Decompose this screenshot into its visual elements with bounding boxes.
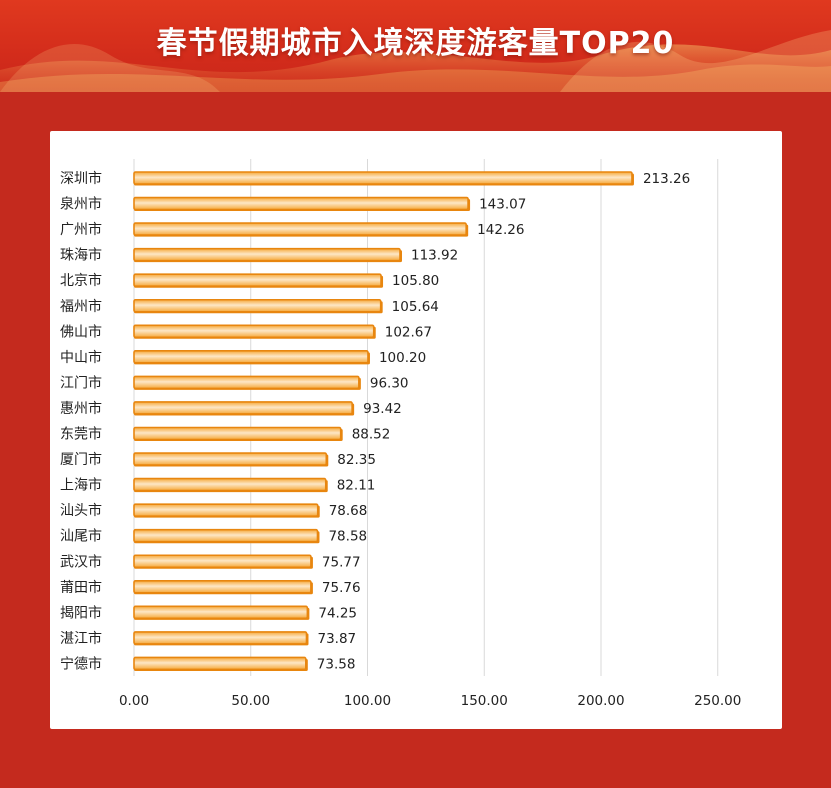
value-label: 113.92 <box>411 248 458 264</box>
x-tick-label: 0.00 <box>119 693 149 709</box>
bar <box>133 528 319 543</box>
x-tick-label: 200.00 <box>577 693 624 709</box>
page-title: 春节假期城市入境深度游客量TOP20 <box>156 26 675 61</box>
category-label: 佛山市 <box>60 323 102 340</box>
value-label: 73.58 <box>317 656 356 672</box>
category-label: 湛江市 <box>60 630 102 647</box>
category-label: 广州市 <box>60 221 102 238</box>
category-label: 莆田市 <box>60 579 102 596</box>
bar <box>133 375 360 390</box>
value-label: 93.42 <box>363 401 402 417</box>
bar <box>133 273 382 287</box>
category-label: 中山市 <box>60 349 102 366</box>
bar <box>133 324 375 339</box>
value-label: 100.20 <box>379 350 426 366</box>
banner-decoration <box>0 30 831 92</box>
bar <box>133 554 312 569</box>
value-label: 74.25 <box>318 605 357 621</box>
value-label: 78.58 <box>328 529 367 545</box>
bar <box>133 196 469 211</box>
value-label: 75.77 <box>322 554 361 570</box>
category-label: 汕尾市 <box>60 528 102 545</box>
value-label: 78.68 <box>329 503 368 519</box>
bar <box>133 656 307 671</box>
bar <box>133 401 353 415</box>
value-label: 82.35 <box>337 452 376 468</box>
category-label: 北京市 <box>60 272 102 289</box>
bar <box>133 171 633 185</box>
category-label: 汕头市 <box>60 502 102 519</box>
x-tick-label: 250.00 <box>694 693 741 709</box>
bar <box>133 222 467 236</box>
category-label: 武汉市 <box>60 553 102 570</box>
bar-chart: 0.00 50.00 100.00 150.00 200.00 250.00 深圳市 213.… <box>60 159 741 709</box>
value-label: 73.87 <box>317 631 356 647</box>
category-label: 厦门市 <box>60 451 102 468</box>
value-label: 105.80 <box>392 273 439 289</box>
value-label: 143.07 <box>479 197 526 213</box>
bar <box>133 631 308 645</box>
bar <box>133 426 342 441</box>
category-label: 东莞市 <box>60 426 102 443</box>
bar <box>133 247 401 262</box>
x-tick-label: 100.00 <box>344 693 391 709</box>
value-label: 82.11 <box>337 478 376 494</box>
x-tick-label: 150.00 <box>461 693 508 709</box>
value-label: 96.30 <box>370 375 409 391</box>
bar <box>133 503 319 517</box>
value-label: 75.76 <box>322 580 361 596</box>
category-label: 珠海市 <box>60 247 102 264</box>
bar <box>133 579 312 594</box>
category-label: 上海市 <box>60 477 102 494</box>
bar <box>133 452 328 466</box>
category-label: 福州市 <box>60 298 102 315</box>
bar <box>133 298 382 313</box>
bar <box>133 350 369 364</box>
value-label: 142.26 <box>477 222 524 238</box>
category-label: 江门市 <box>60 374 102 391</box>
value-label: 88.52 <box>352 427 391 443</box>
category-label: 揭阳市 <box>60 604 102 621</box>
bar <box>133 605 309 620</box>
category-label: 惠州市 <box>60 400 102 417</box>
category-label: 泉州市 <box>60 196 102 213</box>
bar <box>133 477 327 492</box>
header-banner: 春节假期城市入境深度游客量TOP20 <box>0 0 831 92</box>
x-tick-label: 50.00 <box>231 693 270 709</box>
value-label: 102.67 <box>385 324 432 340</box>
category-label: 深圳市 <box>60 170 102 187</box>
category-label: 宁德市 <box>60 655 102 672</box>
chart-panel: 0.00 50.00 100.00 150.00 200.00 250.00 深圳市 213.… <box>50 131 782 729</box>
value-label: 213.26 <box>643 171 690 187</box>
value-label: 105.64 <box>392 299 439 315</box>
